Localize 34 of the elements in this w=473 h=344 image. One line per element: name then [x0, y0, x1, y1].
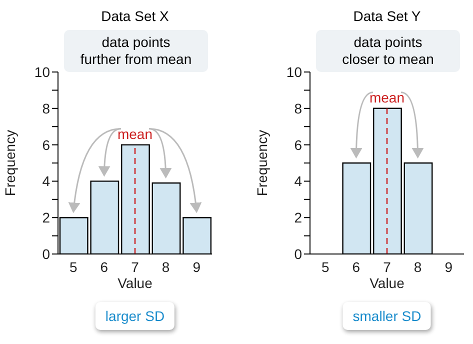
- y-tick-label: 6: [42, 136, 50, 153]
- y-tick-label: 2: [42, 210, 50, 226]
- text: larger SD: [95, 302, 175, 330]
- x-tick-label: 6: [100, 258, 108, 275]
- x-tick-label: 9: [444, 258, 453, 275]
- x-tick-label: 8: [162, 258, 170, 275]
- y-tick-label: 0: [294, 246, 302, 262]
- y-tick-label: 10: [286, 64, 302, 80]
- y-tick-label: 8: [294, 100, 302, 116]
- y-axis-title: Frequency: [254, 130, 270, 196]
- x-tick-label: 8: [414, 258, 422, 275]
- y-tick-label: 4: [294, 173, 302, 190]
- chart-title: Data Set Y: [352, 8, 422, 24]
- text: data points further from mean: [64, 30, 208, 72]
- y-tick-label: 8: [42, 100, 50, 116]
- y-tick-label: 0: [42, 246, 50, 262]
- y-tick-label: 6: [294, 136, 302, 153]
- ref-line-label: mean: [117, 126, 153, 142]
- chart-title: Data Set X: [100, 8, 170, 24]
- x-tick-label: 7: [131, 258, 140, 275]
- y-axis-title: Frequency: [2, 130, 18, 196]
- text: smaller SD: [342, 302, 432, 330]
- ref-line-label: mean: [369, 89, 405, 106]
- x-axis-title: Value: [370, 275, 405, 291]
- y-tick-label: 2: [294, 210, 302, 226]
- y-tick-label: 10: [34, 64, 50, 80]
- text: data points closer to mean: [316, 30, 460, 72]
- x-tick-label: 9: [192, 258, 201, 275]
- x-tick-label: 7: [383, 258, 392, 275]
- x-tick-label: 5: [70, 258, 78, 275]
- y-tick-label: 4: [42, 173, 50, 190]
- x-tick-label: 5: [322, 258, 330, 275]
- x-axis-title: Value: [118, 275, 153, 291]
- x-tick-label: 6: [352, 258, 360, 275]
